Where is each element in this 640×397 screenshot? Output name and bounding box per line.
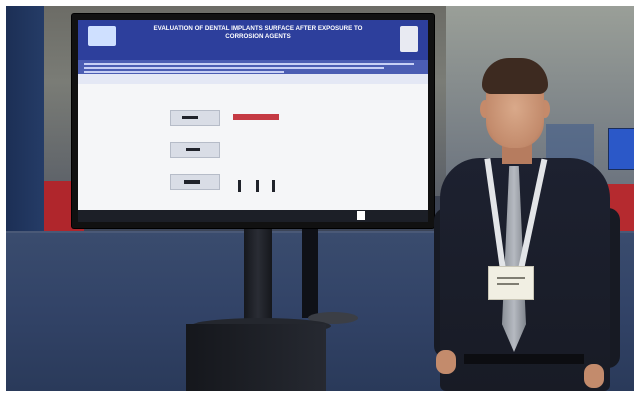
implant-image: [182, 116, 198, 119]
viewer-toolbar: [78, 210, 428, 222]
monitor-stand: [244, 228, 272, 323]
floor-edge: [6, 231, 634, 233]
neck: [502, 144, 532, 164]
monitor: EVALUATION OF DENTAL IMPLANTS SURFACE AF…: [72, 14, 434, 228]
presenter: [434, 58, 624, 391]
poster-title: EVALUATION OF DENTAL IMPLANTS SURFACE AF…: [153, 25, 363, 40]
implant-image: [238, 180, 241, 192]
implant-image: [184, 180, 200, 184]
poster-logo-icon: [88, 26, 116, 46]
implant-image: [272, 180, 275, 192]
ear: [540, 100, 550, 118]
poster-band: [78, 74, 428, 84]
kiosk-table: [186, 324, 326, 391]
photo-frame: EVALUATION OF DENTAL IMPLANTS SURFACE AF…: [6, 6, 634, 391]
left-hand: [436, 350, 456, 374]
lanyard-badge: [488, 266, 534, 300]
ear: [480, 100, 490, 118]
toolbar-page-indicator: [357, 211, 365, 220]
hair: [482, 58, 548, 94]
stand-post: [302, 226, 318, 318]
figure-red-strip: [233, 114, 279, 120]
belt: [464, 354, 584, 364]
poster-seal-icon: [400, 26, 418, 52]
poster-header: EVALUATION OF DENTAL IMPLANTS SURFACE AF…: [78, 20, 428, 60]
implant-image: [256, 180, 259, 192]
right-hand: [584, 364, 604, 388]
poster-abstract: [78, 60, 428, 74]
implant-image: [186, 148, 200, 151]
monitor-screen: EVALUATION OF DENTAL IMPLANTS SURFACE AF…: [78, 20, 428, 210]
background-blue-screen: [608, 128, 634, 170]
